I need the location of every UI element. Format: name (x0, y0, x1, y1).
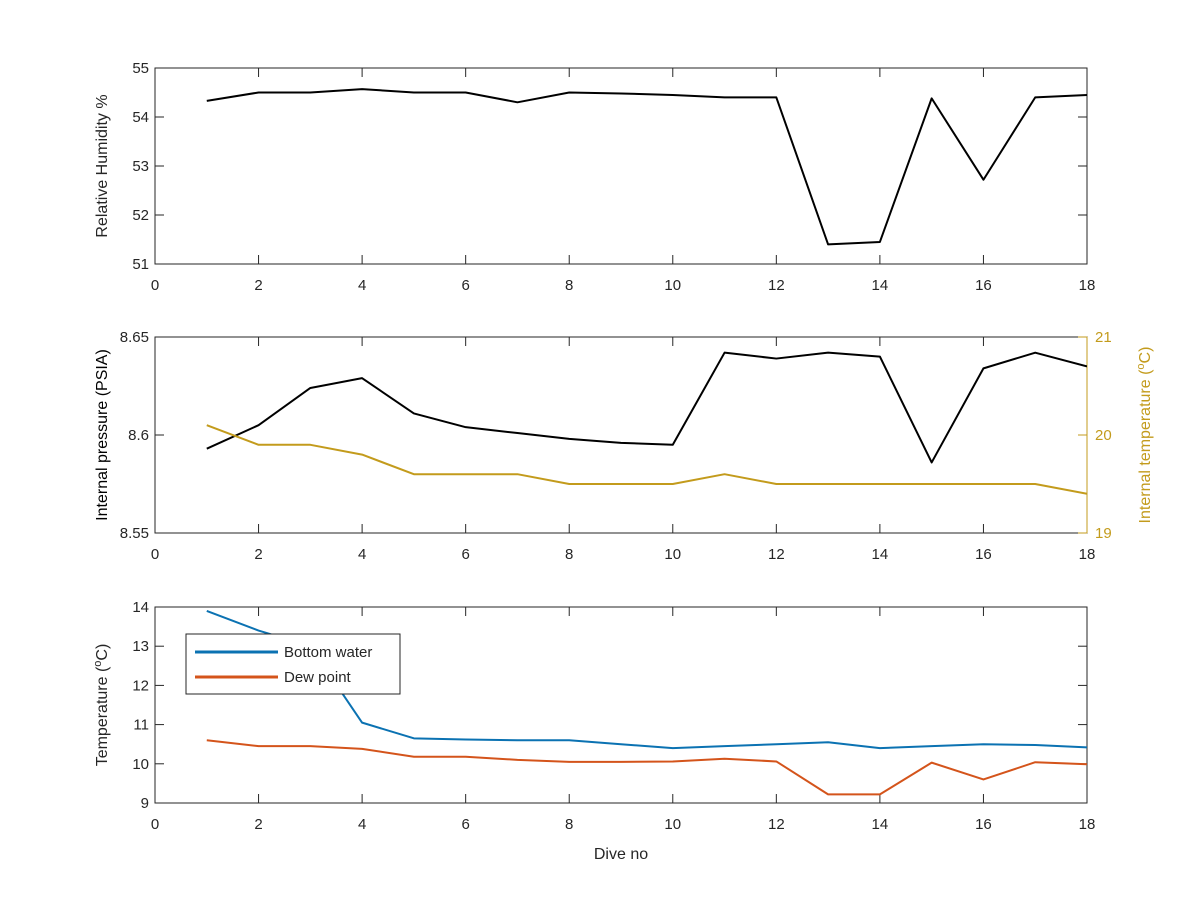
series-group (206, 609, 1087, 796)
x-tick-label: 12 (768, 277, 785, 294)
right-y-axis-label: Internal temperature (oC) (1135, 347, 1154, 524)
x-tick-label: 14 (872, 816, 889, 833)
x-axis-label: Dive no (594, 846, 648, 863)
legend-label-1: Bottom water (284, 644, 372, 661)
x-tick-label: 4 (358, 546, 366, 563)
x-tick-label: 10 (664, 816, 681, 833)
y-tick-label: 53 (132, 158, 149, 175)
series-group (206, 351, 1087, 495)
x-tick-label: 14 (872, 277, 889, 294)
series-line-1 (206, 88, 1087, 246)
y-tick-label: 55 (132, 60, 149, 77)
y-tick-label: 9 (141, 795, 149, 812)
x-tick-label: 2 (254, 816, 262, 833)
series-group (206, 88, 1087, 246)
x-tick-label: 14 (872, 546, 889, 563)
y-tick-label: 51 (132, 256, 149, 273)
series-line-1 (206, 351, 1087, 464)
x-tick-label: 16 (975, 277, 992, 294)
x-tick-label: 2 (254, 546, 262, 563)
x-tick-label: 18 (1079, 546, 1096, 563)
x-tick-label: 16 (975, 546, 992, 563)
y-axis-label: Temperature (oC) (92, 644, 111, 767)
x-tick-label: 4 (358, 816, 366, 833)
y-tick-label: 8.55 (120, 525, 149, 542)
legend-label-2: Dew point (284, 669, 352, 686)
x-tick-label: 8 (565, 546, 573, 563)
x-tick-label: 18 (1079, 277, 1096, 294)
x-tick-label: 10 (664, 546, 681, 563)
x-tick-label: 8 (565, 277, 573, 294)
x-tick-label: 6 (461, 816, 469, 833)
y-tick-label: 12 (132, 677, 149, 694)
x-tick-label: 12 (768, 816, 785, 833)
right-y-tick-label: 20 (1095, 427, 1112, 444)
y-axis-label: Relative Humidity % (94, 94, 111, 237)
x-tick-label: 10 (664, 277, 681, 294)
right-y-tick-label: 19 (1095, 525, 1112, 542)
x-tick-label: 18 (1079, 816, 1096, 833)
x-tick-label: 0 (151, 277, 159, 294)
x-tick-label: 16 (975, 816, 992, 833)
y-axis-label: Internal pressure (PSIA) (94, 349, 111, 521)
y-tick-label: 52 (132, 207, 149, 224)
chart-panel-1: 0 2 4 6 8 10 12 14 16 18 51 52 53 54 55 Relative Humidi… (94, 60, 1095, 294)
x-tick-label: 6 (461, 277, 469, 294)
chart-panel-3: 0 2 4 6 8 10 12 14 16 18 9 10 11 12 13 14 Temperature (o… (92, 599, 1095, 863)
series-line-2 (206, 424, 1087, 495)
y-tick-label: 8.65 (120, 329, 149, 346)
plot-area-frame (154, 336, 1088, 534)
y-tick-label: 14 (132, 599, 149, 616)
x-tick-label: 0 (151, 816, 159, 833)
x-tick-label: 0 (151, 546, 159, 563)
x-tick-label: 2 (254, 277, 262, 294)
plot-area-frame (154, 67, 1088, 265)
y-tick-label: 13 (132, 638, 149, 655)
x-tick-label: 6 (461, 546, 469, 563)
right-y-tick-label: 21 (1095, 329, 1112, 346)
x-tick-label: 12 (768, 546, 785, 563)
y-tick-label: 54 (132, 109, 149, 126)
x-tick-label: 8 (565, 816, 573, 833)
x-tick-label: 4 (358, 277, 366, 294)
y-tick-label: 11 (133, 717, 149, 734)
chart-panel-2: 0 2 4 6 8 10 12 14 16 18 8.55 8.6 8.65 19 20 21 Internal… (94, 329, 1154, 563)
series-line-1 (206, 609, 1087, 750)
y-tick-label: 10 (132, 756, 149, 773)
series-line-2 (206, 739, 1087, 796)
legend-box (185, 633, 401, 695)
chart-panels: 0 2 4 6 8 10 12 14 16 18 51 52 53 54 55 Relative Humidi… (92, 60, 1154, 863)
y-tick-label: 8.6 (128, 427, 149, 444)
